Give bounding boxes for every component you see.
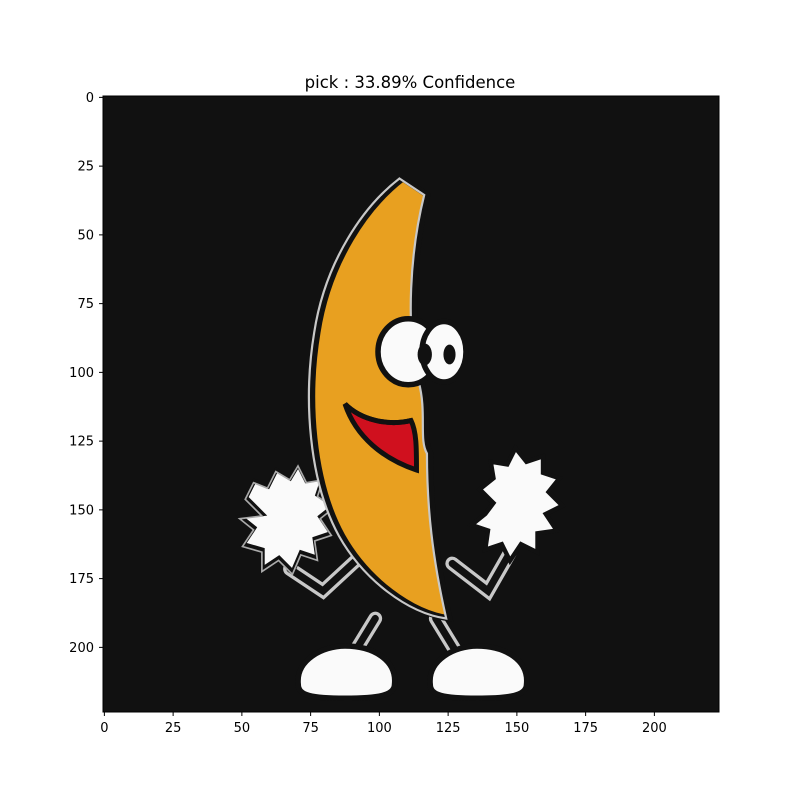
x-tick-label: 125 <box>436 721 461 736</box>
y-tick-label: 50 <box>77 228 94 243</box>
left-shoe <box>295 643 398 702</box>
right-pompom <box>466 443 566 566</box>
x-axis: 0 25 50 75 100 125 150 175 200 <box>100 712 667 736</box>
axes-frame <box>102 95 720 713</box>
banana-eyes <box>375 316 469 388</box>
y-tick-label: 200 <box>69 641 94 656</box>
x-tick-label: 175 <box>573 721 598 736</box>
y-tick-label: 25 <box>77 160 94 175</box>
right-shoe <box>427 643 530 702</box>
left-pompom-rim <box>237 464 336 576</box>
x-tick-label: 75 <box>302 721 319 736</box>
x-tick-label: 0 <box>100 721 108 736</box>
x-tick-label: 50 <box>234 721 251 736</box>
chart-title: pick : 33.89% Confidence <box>305 73 516 92</box>
y-tick-label: 175 <box>69 572 94 587</box>
y-tick-label: 75 <box>77 297 94 312</box>
x-tick-label: 25 <box>165 721 182 736</box>
y-axis: 0 25 50 75 100 125 150 175 200 <box>69 91 103 656</box>
y-tick-label: 0 <box>86 91 94 106</box>
x-tick-label: 200 <box>642 721 667 736</box>
banana-arms <box>283 545 517 602</box>
x-tick-label: 150 <box>504 721 529 736</box>
x-tick-label: 100 <box>367 721 392 736</box>
y-tick-label: 150 <box>69 503 94 518</box>
banana-illustration <box>235 174 566 702</box>
image-panel <box>102 95 720 713</box>
y-tick-label: 125 <box>69 435 94 450</box>
y-tick-label: 100 <box>69 366 94 381</box>
banana-mouth-edge <box>343 402 412 426</box>
